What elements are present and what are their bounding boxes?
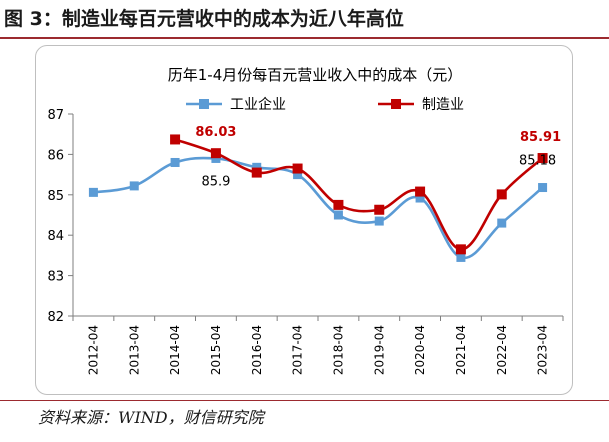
x-tick-label: 2018-04 [331, 325, 345, 375]
x-tick-label: 2015-04 [209, 325, 223, 375]
data-point [537, 153, 548, 164]
x-tick-label: 2023-04 [536, 325, 550, 375]
series-manufacturing [170, 134, 548, 255]
legend-item: 工业企业 [186, 96, 286, 113]
title-divider [0, 37, 609, 39]
data-point [496, 189, 507, 200]
x-tick-label: 2012-04 [86, 325, 100, 375]
data-point [538, 183, 548, 193]
x-tick-label: 2014-04 [168, 325, 182, 375]
data-point [170, 157, 180, 167]
data-label: 85.9 [201, 174, 230, 189]
legend-label: 工业企业 [230, 96, 286, 113]
y-tick-label: 84 [47, 229, 64, 244]
chart-legend: 工业企业 制造业 [186, 96, 464, 113]
chart-title: 历年1-4月份每百元营业收入中的成本（元） [168, 66, 463, 84]
series-industrial [88, 153, 548, 262]
chart-axes: 82 83 84 85 86 87 2012-04 2013-04 2014-04 2015-04… [47, 108, 564, 375]
data-point [333, 199, 344, 210]
y-tick-label: 86 [47, 148, 64, 163]
legend-swatch-marker [199, 99, 209, 109]
x-tick-label: 2021-04 [454, 325, 468, 375]
y-tick-label: 87 [47, 108, 64, 123]
figure-title: 图 3：制造业每百元营收中的成本为近八年高位 [4, 8, 404, 30]
x-tick-label: 2022-04 [495, 325, 509, 375]
data-label: 85.91 [520, 130, 561, 145]
y-tick-label: 83 [47, 270, 64, 285]
data-point [292, 163, 303, 174]
source-divider [0, 400, 609, 401]
data-point [88, 187, 98, 197]
y-tick-label: 82 [47, 310, 64, 325]
data-point [211, 153, 221, 163]
data-point [252, 162, 262, 172]
series-line [174, 138, 544, 251]
y-tick-label: 85 [47, 189, 64, 204]
data-point [129, 181, 139, 191]
x-tick-label: 2016-04 [250, 325, 264, 375]
source-note: 资料来源：WIND，财信研究院 [38, 408, 264, 427]
data-point [415, 186, 426, 197]
legend-label: 制造业 [422, 97, 464, 113]
data-point [170, 134, 181, 145]
chart-frame [35, 45, 573, 395]
legend-swatch-marker [391, 99, 401, 109]
legend-item: 制造业 [378, 97, 464, 113]
data-point [251, 167, 262, 178]
data-point [497, 218, 507, 228]
x-tick-label: 2013-04 [127, 325, 141, 375]
data-point [210, 148, 221, 159]
data-point [415, 193, 425, 203]
x-tick-label: 2019-04 [372, 325, 386, 375]
data-point [374, 216, 384, 226]
data-point [333, 210, 343, 220]
data-point [374, 204, 385, 215]
chart-data-labels: 86.03 85.9 85.91 85.18 [195, 125, 561, 189]
data-point [456, 252, 466, 262]
data-label: 86.03 [195, 125, 236, 140]
x-tick-label: 2017-04 [291, 325, 305, 375]
data-label: 85.18 [519, 154, 556, 169]
data-point [455, 244, 466, 255]
x-tick-label: 2020-04 [413, 325, 427, 375]
data-point [293, 170, 303, 180]
chart-series [88, 134, 548, 262]
series-line [93, 156, 544, 260]
